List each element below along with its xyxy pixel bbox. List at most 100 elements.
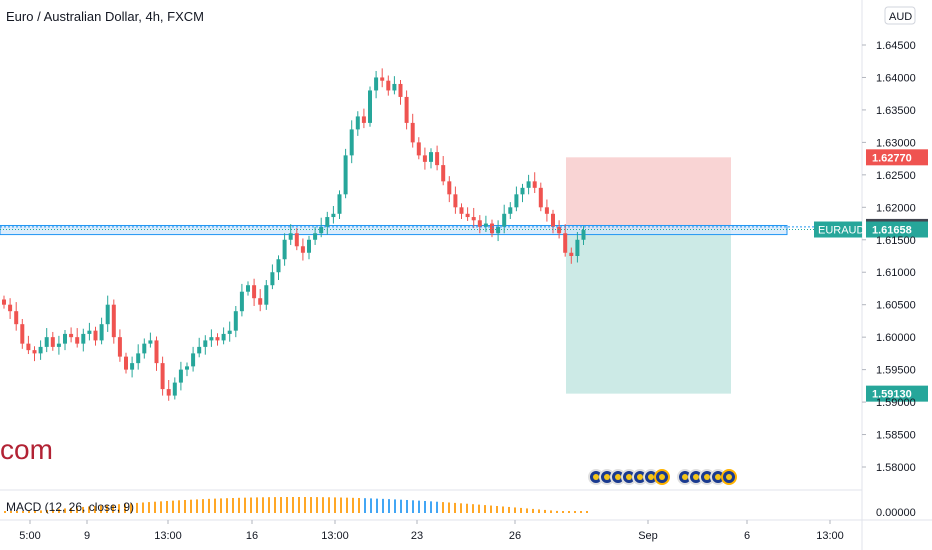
- macd-bar: [58, 508, 60, 513]
- candle-body: [313, 233, 318, 240]
- flag-dot: [626, 474, 632, 480]
- candle-body: [563, 233, 568, 253]
- macd-bar: [358, 497, 360, 513]
- time-tick-label: Sep: [638, 530, 658, 542]
- candle-body: [172, 382, 177, 396]
- candle-body: [520, 187, 525, 195]
- candle-body: [105, 304, 110, 325]
- macd-bar: [442, 502, 444, 513]
- candle-body: [477, 220, 482, 227]
- currency-button-label: AUD: [889, 11, 912, 23]
- event-flag-icon[interactable]: [710, 469, 726, 485]
- candle-body: [270, 272, 275, 286]
- macd-indicator-label[interactable]: MACD (12, 26, close, 9): [6, 500, 135, 514]
- time-tick-label: 9: [84, 530, 90, 542]
- macd-bar: [424, 500, 426, 513]
- macd-bar: [232, 497, 234, 513]
- candle-body: [130, 363, 135, 370]
- take-profit-value: 1.59130: [872, 389, 912, 401]
- take-profit-area: [566, 229, 731, 394]
- macd-bar: [328, 497, 330, 513]
- candle-body: [490, 223, 494, 234]
- candle-body: [14, 311, 19, 325]
- event-flag-icon[interactable]: [654, 469, 670, 485]
- candle-body: [404, 96, 409, 123]
- candle-body: [416, 142, 421, 156]
- candle-body: [361, 116, 366, 123]
- event-flag-icon[interactable]: [588, 469, 604, 485]
- flag-dot: [715, 474, 721, 480]
- macd-bar: [28, 511, 30, 513]
- event-flag-icon[interactable]: [677, 469, 693, 485]
- macd-bar: [478, 504, 480, 513]
- long-position-tool[interactable]: [566, 157, 731, 394]
- price-tick-label: 1.64500: [876, 40, 916, 52]
- macd-bar: [586, 511, 588, 513]
- currency-button[interactable]: [884, 6, 916, 25]
- candle-body: [453, 194, 458, 208]
- candle-body: [252, 285, 257, 299]
- macd-bar: [214, 498, 216, 513]
- price-tick-label: 1.62500: [876, 170, 916, 182]
- time-tick-label: 13:00: [816, 530, 844, 542]
- candle-body: [20, 324, 25, 344]
- candle-body: [343, 155, 348, 195]
- price-tick-label: 1.61500: [876, 235, 916, 247]
- candle-body: [239, 291, 244, 312]
- macd-bar: [190, 499, 192, 513]
- economic-events[interactable]: [588, 469, 737, 485]
- macd-bar: [106, 505, 108, 513]
- current-price-value: 1.61658: [872, 225, 912, 237]
- price-axis[interactable]: 1.64500 1.64000 1.63500 1.63000 1.62500 1.620…: [862, 6, 916, 519]
- macd-bar: [10, 511, 12, 513]
- candle-body: [99, 324, 104, 341]
- macd-bar: [412, 500, 414, 513]
- macd-bar: [298, 497, 300, 513]
- candle-body: [483, 223, 488, 227]
- price-tick-label: 1.59500: [876, 365, 916, 377]
- macd-histogram: [4, 497, 588, 513]
- stop-loss-value: 1.62770: [872, 152, 912, 164]
- candle-body: [81, 333, 86, 344]
- time-tick-label: 16: [246, 530, 258, 542]
- resistance-zone[interactable]: [0, 224, 788, 236]
- event-flag-icon[interactable]: [721, 469, 737, 485]
- candle-body: [551, 213, 555, 227]
- candle-body: [355, 116, 360, 130]
- candle-body: [178, 369, 183, 383]
- macd-bar: [562, 511, 564, 513]
- macd-bar: [448, 502, 450, 513]
- chart-title: Euro / Australian Dollar, 4h, FXCM: [6, 9, 204, 24]
- current-price-tag: [866, 221, 928, 238]
- candle-body: [325, 217, 330, 227]
- time-tick-label: 6: [744, 530, 750, 542]
- macd-bar: [22, 511, 24, 513]
- macd-bar: [100, 505, 102, 513]
- event-flag-icon[interactable]: [643, 469, 659, 485]
- candlestick-series: [2, 68, 586, 401]
- macd-bar: [202, 499, 204, 513]
- macd-bar: [166, 500, 168, 513]
- macd-bar: [16, 511, 18, 513]
- stop-loss-tag: [866, 149, 928, 166]
- macd-bar: [88, 506, 90, 513]
- macd-bar: [370, 498, 372, 513]
- price-tick-label: 1.63000: [876, 137, 916, 149]
- zone-rectangle: [0, 224, 788, 236]
- flag-dot: [682, 474, 688, 480]
- flag-dot: [704, 474, 710, 480]
- candle-body: [300, 246, 305, 253]
- stop-loss-area: [566, 157, 731, 230]
- time-axis[interactable]: 5:00 9 13:00 16 13:00 23 26 Sep 6 13:00: [19, 520, 844, 542]
- macd-bar: [484, 505, 486, 513]
- macd-bar: [430, 501, 432, 513]
- candle-body: [50, 337, 55, 347]
- candle-body: [288, 233, 293, 240]
- candle-body: [258, 298, 263, 305]
- candle-body: [569, 252, 574, 256]
- candle-body: [2, 299, 6, 305]
- macd-bar: [34, 510, 36, 513]
